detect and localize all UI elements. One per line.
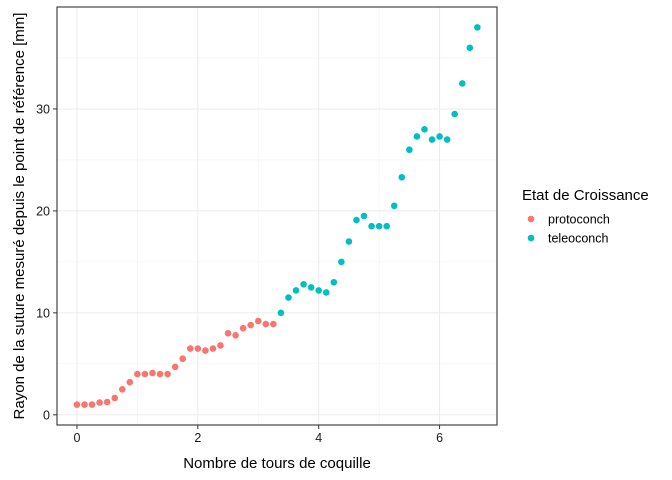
data-points xyxy=(73,24,481,408)
point-teleoconch xyxy=(443,136,451,143)
point-protoconch xyxy=(96,399,103,406)
point-protoconch xyxy=(262,320,270,328)
y-tick-label: 30 xyxy=(36,102,50,116)
legend: Etat de Croissance protoconch teleoconch xyxy=(522,187,649,246)
point-protoconch xyxy=(73,401,81,408)
point-teleoconch xyxy=(406,146,413,154)
point-protoconch xyxy=(239,324,247,332)
point-teleoconch xyxy=(277,309,285,317)
point-protoconch xyxy=(254,317,262,325)
point-protoconch xyxy=(149,369,156,377)
point-protoconch xyxy=(81,401,88,408)
point-teleoconch xyxy=(421,126,428,133)
point-teleoconch xyxy=(315,287,323,294)
x-tick-label: 6 xyxy=(436,431,443,445)
point-teleoconch xyxy=(330,278,338,286)
point-protoconch xyxy=(141,370,149,378)
legend-key-teleoconch xyxy=(527,234,535,242)
point-protoconch xyxy=(232,331,239,339)
point-protoconch xyxy=(111,394,119,402)
point-protoconch xyxy=(126,378,134,386)
point-protoconch xyxy=(270,320,277,328)
point-teleoconch xyxy=(458,80,466,87)
point-teleoconch xyxy=(292,287,300,294)
point-teleoconch xyxy=(428,136,436,143)
point-teleoconch xyxy=(322,289,330,296)
point-protoconch xyxy=(88,401,96,408)
point-protoconch xyxy=(202,347,209,354)
point-teleoconch xyxy=(474,24,481,31)
point-protoconch xyxy=(186,345,194,352)
point-teleoconch xyxy=(285,294,292,301)
legend-label-teleoconch: teleoconch xyxy=(548,232,609,246)
axis-ticks: 0 2 4 6 0 10 20 30 xyxy=(36,102,443,445)
point-protoconch xyxy=(134,370,141,378)
point-teleoconch xyxy=(375,222,383,230)
y-tick-label: 20 xyxy=(36,204,50,218)
point-protoconch xyxy=(224,329,232,337)
point-protoconch xyxy=(179,355,187,363)
point-protoconch xyxy=(164,370,171,378)
point-protoconch xyxy=(209,345,217,352)
x-tick-label: 0 xyxy=(73,431,80,445)
point-teleoconch xyxy=(466,44,474,52)
legend-label-protoconch: protoconch xyxy=(548,213,610,227)
point-protoconch xyxy=(217,342,224,349)
point-teleoconch xyxy=(436,133,443,140)
legend-title: Etat de Croissance xyxy=(522,187,649,204)
point-teleoconch xyxy=(413,133,421,140)
point-protoconch xyxy=(118,386,126,393)
y-axis-title: Rayon de la suture mesuré depuis le poin… xyxy=(11,13,28,420)
point-protoconch xyxy=(171,363,179,371)
y-tick-label: 10 xyxy=(36,306,50,320)
point-protoconch xyxy=(103,398,111,406)
point-teleoconch xyxy=(368,222,375,230)
point-teleoconch xyxy=(300,281,307,288)
point-teleoconch xyxy=(390,202,398,210)
point-teleoconch xyxy=(451,110,458,118)
point-protoconch xyxy=(156,370,164,378)
x-tick-label: 2 xyxy=(194,431,201,445)
point-teleoconch xyxy=(307,284,315,291)
x-tick-label: 4 xyxy=(315,431,322,445)
point-teleoconch xyxy=(383,222,390,230)
grid xyxy=(57,7,497,425)
point-teleoconch xyxy=(360,212,368,220)
point-protoconch xyxy=(194,345,202,352)
legend-key-protoconch xyxy=(527,215,535,223)
plot-panel-border xyxy=(56,6,498,426)
point-teleoconch xyxy=(353,216,360,224)
y-tick-label: 0 xyxy=(43,408,50,422)
x-axis-title: Nombre de tours de coquille xyxy=(183,455,371,472)
point-protoconch xyxy=(247,321,255,329)
point-teleoconch xyxy=(338,258,345,266)
point-teleoconch xyxy=(345,238,353,245)
point-teleoconch xyxy=(398,173,406,181)
